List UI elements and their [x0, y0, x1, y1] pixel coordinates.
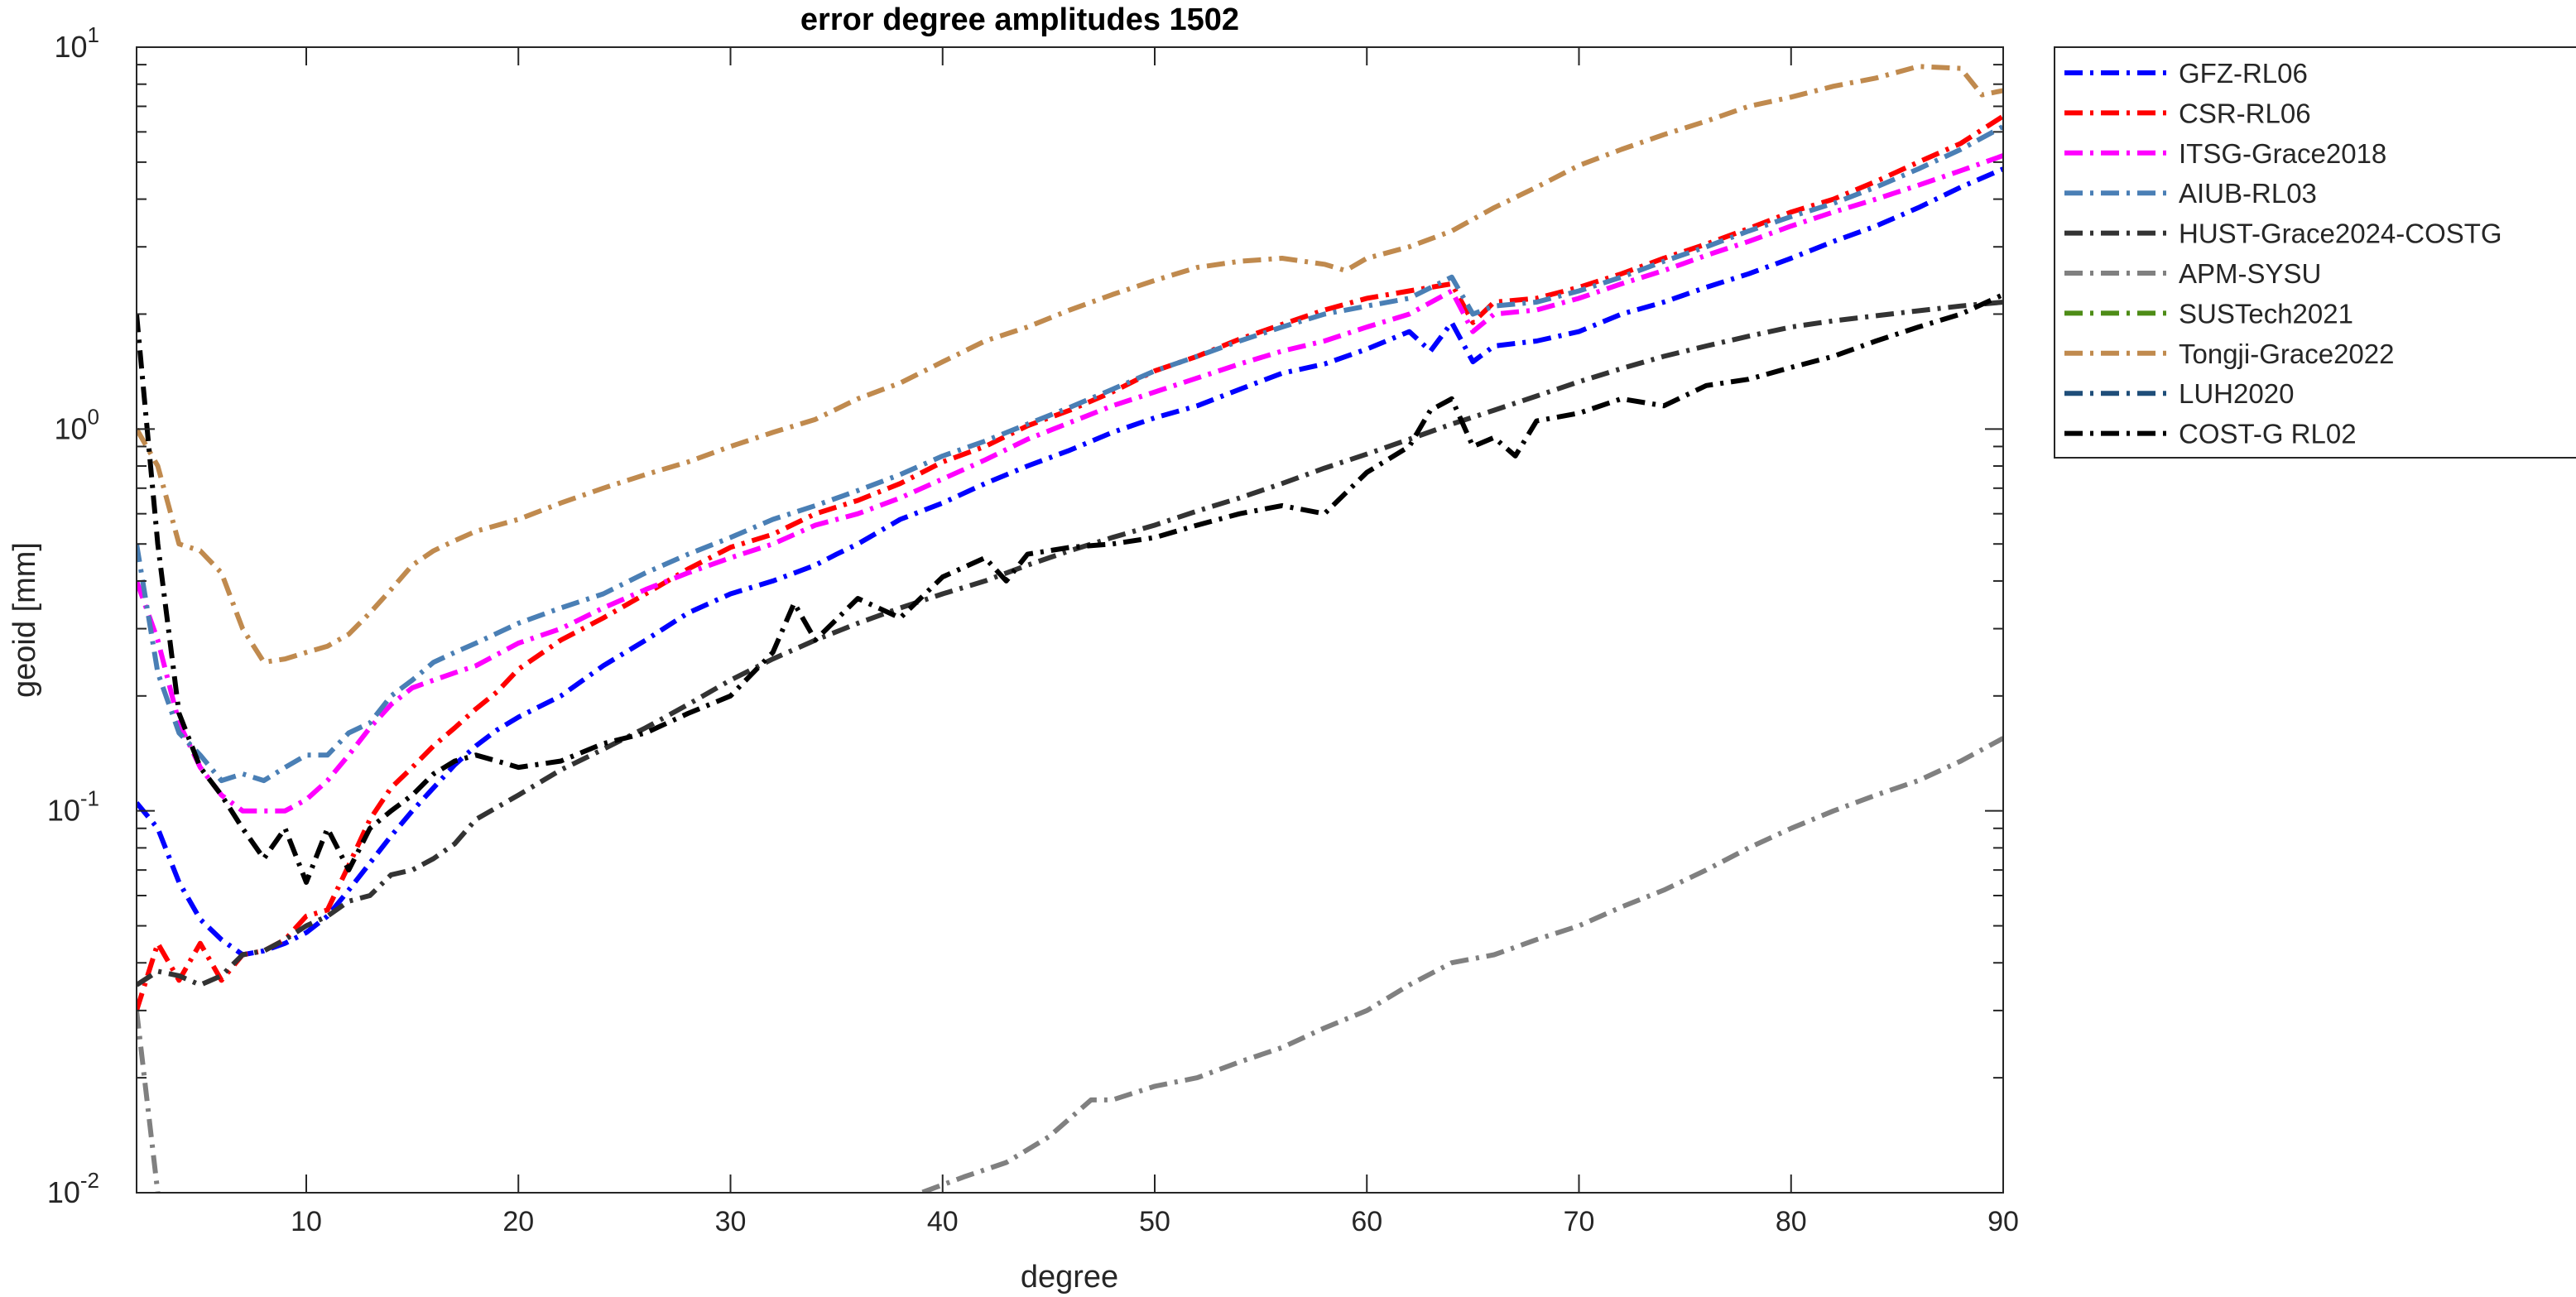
y-tick-label: 101: [54, 22, 99, 64]
plot-area: [137, 47, 2003, 1193]
series-line-cost-g-rl02: [137, 292, 2003, 885]
axes-layer: 10 20 30 40 50 60 70 80 90 10-2 10-1 100 101: [47, 22, 2019, 1237]
x-tick-label: 10: [291, 1206, 322, 1237]
legend-label: CSR-RL06: [2179, 98, 2311, 128]
x-tick-label: 90: [1987, 1206, 2019, 1237]
series-line-gfz-rl06: [137, 166, 2003, 958]
series-line-apm-sysu: [137, 736, 2003, 1193]
y-tick-label: 10-2: [47, 1168, 99, 1209]
legend-label: SUSTech2021: [2179, 298, 2353, 329]
x-tick-label: 40: [927, 1206, 959, 1237]
chart-title: error degree amplitudes 1502: [800, 2, 1239, 37]
legend: GFZ-RL06 CSR-RL06 ITSG-Grace2018 AIUB-RL03 H…: [2054, 46, 2576, 459]
plot-frame: [136, 46, 2004, 1194]
legend-label: AIUB-RL03: [2179, 178, 2317, 209]
series-layer: [137, 64, 2003, 1193]
legend-label: ITSG-Grace2018: [2179, 138, 2386, 169]
x-tick-label: 60: [1351, 1206, 1382, 1237]
series-line-itsg-grace2018: [137, 153, 2003, 814]
x-tick-label: 70: [1564, 1206, 1595, 1237]
series-line-aiub-rl03: [137, 124, 2003, 784]
x-axis-label: degree: [1021, 1260, 1118, 1295]
y-axis-label: geoid [mm]: [7, 542, 42, 698]
y-tick-label: 10-1: [47, 786, 99, 828]
series-line-hust-grace2024-costg: [137, 300, 2003, 987]
legend-label: GFZ-RL06: [2179, 58, 2308, 89]
x-tick-label: 50: [1139, 1206, 1170, 1237]
x-tick-label: 30: [715, 1206, 747, 1237]
series-line-csr-rl06: [137, 113, 2003, 1011]
series-line-tongji-grace2022: [137, 64, 2003, 665]
x-tick-label: 20: [502, 1206, 534, 1237]
legend-label: LUH2020: [2179, 378, 2294, 409]
legend-box: [2054, 46, 2576, 459]
legend-label: HUST-Grace2024-COSTG: [2179, 219, 2502, 249]
legend-label: COST-G RL02: [2179, 419, 2357, 449]
legend-items: GFZ-RL06 CSR-RL06 ITSG-Grace2018 AIUB-RL03 H…: [2064, 58, 2502, 449]
legend-label: Tongji-Grace2022: [2179, 339, 2395, 369]
x-tick-label: 80: [1776, 1206, 1807, 1237]
y-tick-label: 100: [54, 404, 99, 445]
legend-label: APM-SYSU: [2179, 258, 2321, 289]
